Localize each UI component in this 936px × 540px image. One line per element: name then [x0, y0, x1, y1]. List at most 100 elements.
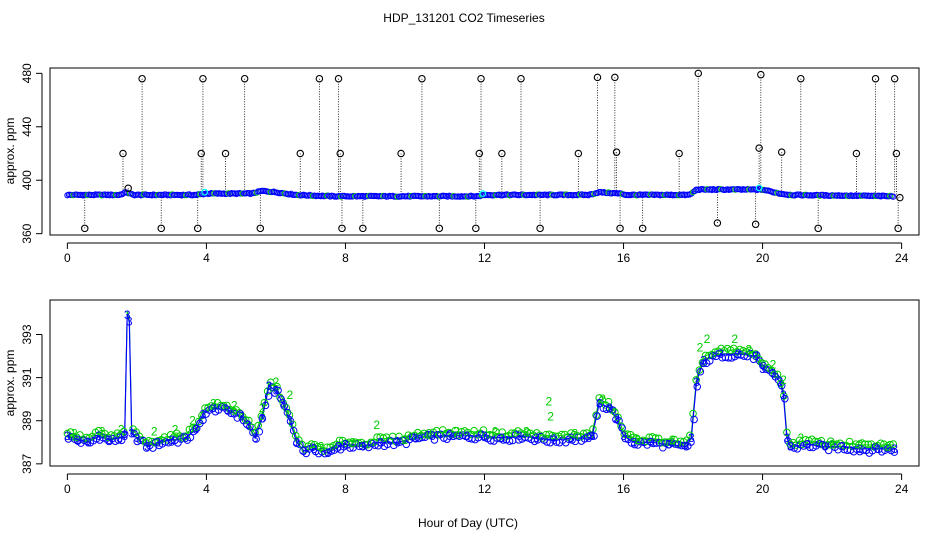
level-3-label: 3 [193, 422, 200, 436]
level-3-point [283, 408, 292, 417]
level-2-label: 2 [770, 358, 777, 372]
top-panel: 0 4 8 12 16 20 24 360 400 440 480 approx. ppm [3, 63, 920, 265]
x-tick-label: 16 [617, 251, 631, 265]
level-3-label: 3 [300, 444, 307, 458]
level-3-label: 3 [874, 442, 881, 456]
level-2-point [266, 378, 275, 387]
level-2-label: 2 [189, 414, 196, 428]
level-2-point [97, 429, 106, 438]
y-tick-label: 360 [20, 223, 34, 243]
level-2-point [335, 436, 344, 445]
level-3-label: 3 [568, 431, 575, 445]
outlier-point [517, 74, 525, 83]
level-3-label: 3 [446, 429, 453, 443]
level-3-point [690, 415, 698, 424]
level-3-point [443, 435, 451, 443]
level-3-label: 3 [804, 437, 811, 451]
bottom-axes: 0 4 8 12 16 20 24 387 389 391 393 [20, 324, 909, 496]
level-3-label: 3 [106, 433, 113, 447]
x-tick-label: 20 [756, 251, 770, 265]
outlier-point [397, 149, 405, 158]
level-3-point [824, 446, 833, 455]
outlier-point [199, 74, 207, 83]
x-tick-label: 0 [64, 251, 71, 265]
top-axes: 0 4 8 12 16 20 24 360 400 440 480 [20, 63, 909, 265]
baseline-point [890, 193, 897, 200]
level-3-label: 3 [245, 418, 252, 432]
level-2-point [198, 411, 206, 420]
level-3-label: 3 [759, 362, 766, 376]
level-3-label: 3 [210, 401, 217, 415]
level-3-label: 3 [126, 315, 133, 329]
level-2-label: 2 [547, 409, 554, 423]
level-3-label: 3 [620, 429, 627, 443]
outlier-point [193, 224, 202, 233]
level-3-point [327, 447, 336, 455]
level-3-point [781, 394, 789, 403]
level-2-label: 2 [745, 343, 752, 357]
outlier-point [777, 148, 786, 156]
level-3-label: 3 [777, 375, 784, 389]
level-3-label: 3 [693, 375, 700, 389]
level-3-label: 3 [116, 431, 123, 445]
outlier-point [336, 149, 344, 158]
level-3-point [120, 430, 129, 438]
y-tick-label: 391 [20, 367, 34, 387]
level-3-label: 3 [74, 433, 81, 447]
level-3-point [261, 401, 270, 410]
y-tick-label: 389 [20, 410, 34, 430]
level-3-label: 3 [551, 433, 558, 447]
level-3-label: 3 [857, 442, 864, 456]
outlier-point [359, 224, 367, 233]
level-3-point [543, 438, 551, 446]
level-3-label: 3 [606, 401, 613, 415]
level-3-label: 3 [287, 414, 294, 428]
outlier-point [890, 74, 899, 83]
level-3-point [252, 435, 260, 443]
level-3-label: 3 [780, 388, 787, 402]
outlier-point [612, 148, 621, 156]
level-2-label: 2 [287, 388, 294, 402]
level-2-point [839, 441, 848, 450]
level-3-label: 3 [648, 435, 655, 449]
outlier-point [896, 193, 904, 202]
outlier-point [472, 224, 480, 233]
level-2-label: 2 [426, 427, 433, 441]
outlier-point [81, 224, 89, 233]
level-3-label: 3 [533, 431, 540, 445]
level-2-label: 2 [259, 401, 266, 415]
level-3-point [740, 352, 748, 360]
outlier-point [616, 224, 624, 233]
level-2-point [273, 382, 281, 391]
level-3-label: 3 [683, 440, 690, 454]
x-tick-label: 24 [895, 251, 909, 265]
outlier-point [852, 149, 861, 158]
level-3-point [346, 444, 354, 452]
outlier-point [418, 74, 426, 83]
level-3-label: 3 [718, 347, 725, 361]
level-3-point [264, 392, 273, 400]
level-2-point [689, 409, 697, 418]
level-3-point [505, 437, 514, 445]
level-2-label: 2 [401, 433, 408, 447]
level-2-point [589, 425, 597, 433]
outlier-point [751, 220, 760, 229]
level-2-label: 2 [118, 422, 125, 436]
level-2-label: 2 [634, 433, 641, 447]
level-3-label: 3 [95, 429, 102, 443]
level-3-label: 3 [394, 435, 401, 449]
level-3-point [696, 367, 705, 376]
level-2-point [367, 438, 375, 447]
figure-title: HDP_131201 CO2 Timeseries [383, 11, 544, 25]
outlier-point [197, 149, 205, 158]
x-tick-label: 20 [756, 482, 770, 496]
outlier-point [713, 219, 722, 227]
level-3-point [593, 412, 601, 420]
level-3-point [774, 376, 783, 384]
level-3-point [433, 431, 442, 439]
level-3-label: 3 [154, 435, 161, 449]
x-axis-label: Hour of Day (UTC) [418, 516, 518, 530]
level-3-point [289, 426, 298, 435]
level-3-label: 3 [144, 440, 151, 454]
level-2-point [617, 422, 625, 431]
